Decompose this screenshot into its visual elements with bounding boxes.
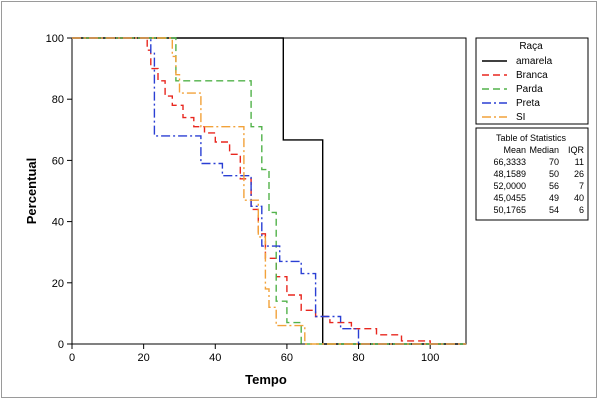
stats-column-header: Mean bbox=[503, 145, 526, 155]
stats-cell: 26 bbox=[574, 169, 584, 179]
legend-label: Parda bbox=[516, 84, 543, 95]
stats-cell: 66,3333 bbox=[493, 157, 526, 167]
x-tick-label: 80 bbox=[352, 352, 364, 364]
stats-cell: 48,1589 bbox=[493, 169, 526, 179]
x-tick-label: 40 bbox=[209, 352, 221, 364]
y-tick-label: 60 bbox=[52, 155, 64, 167]
stats-cell: 40 bbox=[574, 193, 584, 203]
stats-cell: 49 bbox=[549, 193, 559, 203]
series-line-amarela bbox=[72, 37, 466, 345]
stats-cell: 50 bbox=[549, 169, 559, 179]
legend-label: amarela bbox=[516, 56, 553, 67]
series-line-preta bbox=[72, 37, 466, 345]
series-line-si bbox=[72, 37, 466, 345]
y-tick-label: 80 bbox=[52, 94, 64, 106]
stats-cell: 54 bbox=[549, 205, 559, 215]
x-tick-label: 0 bbox=[69, 352, 75, 364]
stats-cell: 52,0000 bbox=[493, 181, 526, 191]
legend-label: Branca bbox=[516, 70, 548, 81]
x-tick-label: 20 bbox=[138, 352, 150, 364]
stats-cell: 70 bbox=[549, 157, 559, 167]
stats-table-box bbox=[475, 127, 589, 221]
stats-column-header: Median bbox=[529, 145, 559, 155]
stats-cell: 45,0455 bbox=[493, 193, 526, 203]
y-tick-label: 100 bbox=[46, 33, 64, 45]
x-axis-title: Tempo bbox=[245, 372, 287, 387]
x-tick-label: 100 bbox=[421, 352, 439, 364]
stats-cell: 50,1765 bbox=[493, 205, 526, 215]
legend-items: amarela Branca Parda Preta SI bbox=[482, 56, 553, 123]
legend-box bbox=[475, 37, 589, 125]
stats-table-rows: Mean Median IQR 66,3333 70 11 48,1589 50 26 52,00… bbox=[493, 145, 584, 215]
x-tick-label: 60 bbox=[281, 352, 293, 364]
plot-layer: 0 20 40 60 80 100 0 20 40 60 80 100 bbox=[46, 33, 467, 364]
y-axis-title: Percentual bbox=[24, 158, 39, 224]
stats-column-header: IQR bbox=[568, 145, 585, 155]
stats-cell: 56 bbox=[549, 181, 559, 191]
stats-cell: 11 bbox=[575, 157, 584, 167]
y-tick-label: 40 bbox=[52, 217, 64, 229]
series-line-parda bbox=[72, 37, 466, 345]
y-tick-label: 20 bbox=[52, 278, 64, 290]
legend-label: SI bbox=[516, 112, 525, 123]
y-tick-label: 0 bbox=[58, 339, 64, 351]
legend-label: Preta bbox=[516, 98, 540, 109]
stats-cell: 7 bbox=[579, 181, 584, 191]
stats-cell: 6 bbox=[579, 205, 584, 215]
plot-area-frame bbox=[71, 37, 467, 345]
series-line-branca bbox=[72, 37, 441, 345]
stats-table-title: Table of Statistics bbox=[496, 133, 567, 143]
legend-title: Raça bbox=[519, 41, 543, 52]
